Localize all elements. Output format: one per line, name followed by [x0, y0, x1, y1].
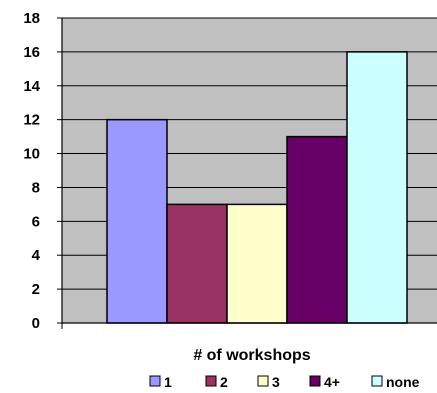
legend-swatch: [205, 375, 217, 387]
y-tick-label: 2: [32, 281, 40, 298]
y-tick-label: 12: [23, 112, 40, 129]
y-tick-label: 6: [32, 213, 40, 230]
bar-3: [226, 203, 288, 324]
x-axis-title: # of workshops: [193, 347, 310, 364]
legend-label: 2: [220, 374, 228, 390]
y-tick-label: 18: [23, 10, 40, 27]
y-tick-label: 4: [32, 247, 41, 264]
legend-swatch: [371, 375, 383, 387]
y-tick-label: 14: [23, 78, 40, 95]
bar-1: [106, 118, 168, 324]
y-tick-label: 16: [23, 44, 40, 61]
bars: [106, 51, 408, 324]
y-tick-labels: 0 2 4 6 8 10 12 14 16 18: [23, 10, 40, 332]
legend-label: 4+: [324, 374, 340, 390]
axes: [57, 17, 437, 329]
legend-swatch: [149, 375, 161, 387]
bar-2: [166, 203, 228, 324]
legend-label: 3: [272, 374, 280, 390]
y-tick-label: 8: [32, 179, 40, 196]
bar-none: [346, 51, 408, 324]
y-tick-label: 10: [23, 146, 40, 163]
y-tick-label: 0: [32, 315, 40, 332]
bar-4plus: [286, 135, 348, 324]
legend: 1 2 3 4+ none: [149, 374, 420, 390]
legend-swatch: [309, 375, 321, 387]
legend-label: none: [386, 374, 420, 390]
legend-swatch: [257, 375, 269, 387]
legend-label: 1: [164, 374, 172, 390]
